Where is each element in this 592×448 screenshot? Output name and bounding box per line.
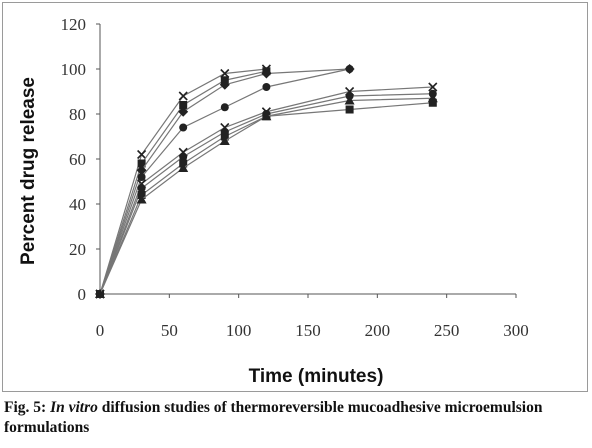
data-point-diamond — [219, 79, 230, 90]
data-point-square — [137, 159, 146, 168]
data-point-circle — [179, 152, 188, 161]
y-axis-title: Percent drug release — [18, 77, 39, 265]
data-point-x — [220, 68, 230, 79]
data-point-circle — [220, 103, 229, 112]
line-chart: 0 20 40 60 80 100 120 0 50 100 150 200 250 300 Time (m… — [18, 15, 529, 387]
x-tick-label: 300 — [503, 321, 529, 340]
data-point-triangle — [178, 163, 189, 172]
caption-italic: In vitro — [50, 399, 98, 416]
data-point-circle — [137, 184, 146, 193]
x-tick-label: 200 — [365, 321, 391, 340]
data-point-circle — [137, 173, 146, 181]
y-tick-label: 40 — [69, 195, 86, 214]
x-axis-title: Time (minutes) — [249, 366, 384, 387]
data-point-triangle — [427, 93, 438, 103]
x-tick-label: 250 — [434, 321, 460, 340]
caption-text: diffusion studies of thermoreversible mu… — [4, 399, 543, 436]
figure-frame — [2, 2, 588, 392]
figure-caption: Fig. 5: In vitro diffusion studies of th… — [4, 398, 588, 438]
data-point-square — [428, 98, 437, 107]
data-point-diamond — [136, 165, 147, 176]
caption-fig-label: Fig. 5: — [4, 399, 47, 416]
y-tick-label: 60 — [69, 150, 86, 169]
data-point-triangle — [219, 136, 230, 145]
data-point-triangle — [344, 95, 355, 105]
data-point-circle — [179, 123, 188, 132]
series-line-8 — [99, 97, 433, 295]
data-point-triangle — [136, 194, 147, 204]
data-point-triangle — [95, 289, 105, 298]
y-tick-label: 20 — [69, 240, 86, 259]
y-tick-label: 0 — [78, 285, 87, 304]
x-tick-label: 0 — [96, 321, 105, 340]
series-line-4 — [99, 68, 350, 295]
series-line-7 — [99, 102, 433, 295]
x-tick-label: 150 — [295, 321, 321, 340]
data-point-x — [428, 82, 438, 92]
x-tick-label: 100 — [226, 321, 252, 340]
data-point-square — [345, 105, 354, 114]
data-point-diamond — [261, 68, 272, 79]
data-point-triangle — [261, 111, 272, 121]
x-tick-label: 50 — [161, 321, 178, 340]
data-point-circle — [345, 65, 354, 73]
y-tick-label: 80 — [69, 105, 86, 124]
series-line-3 — [99, 68, 350, 295]
data-point-x — [137, 149, 147, 160]
y-tick-label: 120 — [61, 15, 87, 34]
y-tick-label: 100 — [61, 60, 87, 79]
data-point-square — [179, 101, 188, 109]
data-point-x — [178, 91, 188, 101]
data-point-diamond — [178, 106, 189, 117]
data-point-circle — [262, 83, 271, 91]
